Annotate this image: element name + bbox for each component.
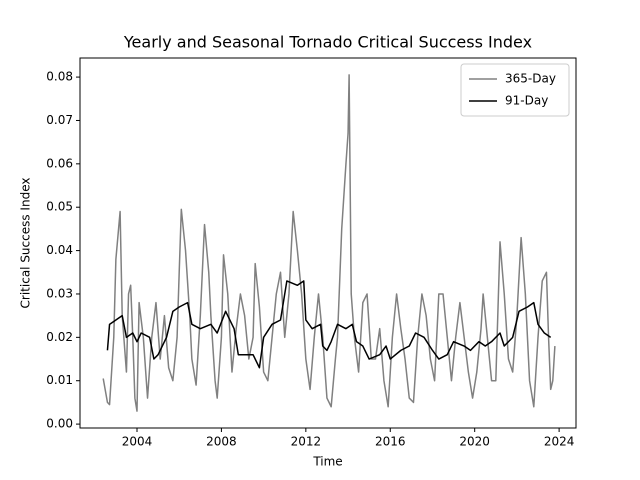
y-tick-label: 0.04 xyxy=(46,243,73,257)
y-tick-label: 0.07 xyxy=(46,113,73,127)
chart-title: Yearly and Seasonal Tornado Critical Suc… xyxy=(123,33,532,52)
series-line xyxy=(106,280,552,369)
y-tick-label: 0.02 xyxy=(46,330,73,344)
x-tick-label: 2024 xyxy=(544,435,575,449)
x-tick-label: 2012 xyxy=(291,435,322,449)
legend-label: 365-Day xyxy=(505,72,556,86)
series-line xyxy=(102,74,556,412)
y-tick-label: 0.05 xyxy=(46,200,73,214)
y-axis-label: Critical Success Index xyxy=(19,178,33,309)
y-tick-label: 0.00 xyxy=(46,417,73,431)
x-axis-label: Time xyxy=(312,455,342,469)
y-tick-label: 0.03 xyxy=(46,286,73,300)
y-tick-label: 0.08 xyxy=(46,70,73,84)
y-tick-label: 0.01 xyxy=(46,373,73,387)
axes-frame xyxy=(79,57,577,429)
y-tick-label: 0.06 xyxy=(46,156,73,170)
x-tick-label: 2020 xyxy=(459,435,490,449)
x-tick-label: 2008 xyxy=(206,435,237,449)
legend-box xyxy=(460,63,570,117)
x-tick-label: 2016 xyxy=(375,435,406,449)
x-tick-label: 2004 xyxy=(122,435,153,449)
legend-label: 91-Day xyxy=(505,94,548,108)
